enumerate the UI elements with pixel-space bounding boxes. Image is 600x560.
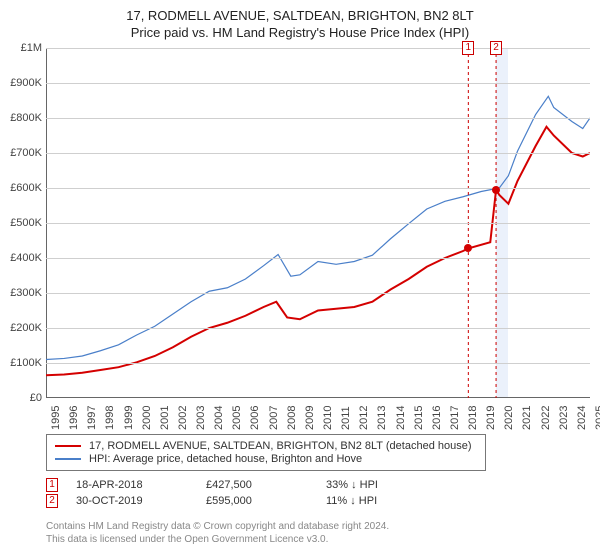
plot-area: 12 <box>46 48 590 398</box>
x-tick-label: 2011 <box>340 406 352 430</box>
y-tick-label: £900K <box>2 77 42 89</box>
x-tick-label: 2017 <box>449 406 461 430</box>
x-tick-label: 2005 <box>231 406 243 430</box>
gridline <box>46 328 590 329</box>
gridline <box>46 258 590 259</box>
x-tick-label: 1996 <box>68 406 80 430</box>
event-row: 2 30-OCT-2019£595,00011% ↓ HPI <box>46 494 576 508</box>
marker-box: 1 <box>462 41 474 55</box>
data-point-dot <box>464 244 472 252</box>
x-tick-label: 2022 <box>540 406 552 430</box>
y-tick-label: £0 <box>2 392 42 404</box>
x-tick-label: 2015 <box>413 406 425 430</box>
event-marker: 1 <box>46 478 58 492</box>
gridline <box>46 48 590 49</box>
y-tick-label: £100K <box>2 357 42 369</box>
legend-label: HPI: Average price, detached house, Brig… <box>89 453 362 465</box>
event-row: 1 18-APR-2018£427,50033% ↓ HPI <box>46 478 576 492</box>
x-tick-label: 2007 <box>268 406 280 430</box>
x-tick-label: 2024 <box>576 406 588 430</box>
gridline <box>46 293 590 294</box>
gridline <box>46 83 590 84</box>
legend-row: HPI: Average price, detached house, Brig… <box>55 453 477 465</box>
y-tick-label: £300K <box>2 287 42 299</box>
series-line <box>46 96 590 359</box>
data-point-dot <box>492 186 500 194</box>
x-tick-label: 2010 <box>322 406 334 430</box>
x-tick-label: 2008 <box>286 406 298 430</box>
y-tick-label: £700K <box>2 147 42 159</box>
y-tick-label: £800K <box>2 112 42 124</box>
y-tick-label: £200K <box>2 322 42 334</box>
x-tick-label: 2025 <box>594 406 600 430</box>
marker-box: 2 <box>490 41 502 55</box>
x-tick-label: 1998 <box>104 406 116 430</box>
x-tick-label: 1995 <box>50 406 62 430</box>
legend-row: 17, RODMELL AVENUE, SALTDEAN, BRIGHTON, … <box>55 440 477 452</box>
x-tick-label: 2019 <box>485 406 497 430</box>
y-tick-label: £1M <box>2 42 42 54</box>
x-tick-label: 2002 <box>177 406 189 430</box>
x-tick-label: 2013 <box>376 406 388 430</box>
gridline <box>46 363 590 364</box>
x-tick-label: 2006 <box>249 406 261 430</box>
events-table: 1 18-APR-2018£427,50033% ↓ HPI 2 30-OCT-201… <box>46 476 576 510</box>
footer-line-2: This data is licensed under the Open Gov… <box>46 533 576 546</box>
event-diff: 11% ↓ HPI <box>326 495 446 507</box>
x-tick-label: 2020 <box>503 406 515 430</box>
x-tick-label: 2009 <box>304 406 316 430</box>
x-tick-label: 2003 <box>195 406 207 430</box>
gridline <box>46 223 590 224</box>
legend-swatch <box>55 445 81 447</box>
x-tick-label: 2000 <box>141 406 153 430</box>
event-price: £427,500 <box>206 479 326 491</box>
footer: Contains HM Land Registry data © Crown c… <box>46 520 576 546</box>
x-tick-label: 1997 <box>86 406 98 430</box>
x-tick-label: 2023 <box>558 406 570 430</box>
chart-title: 17, RODMELL AVENUE, SALTDEAN, BRIGHTON, … <box>0 0 600 25</box>
event-date: 18-APR-2018 <box>76 479 206 491</box>
x-tick-label: 2004 <box>213 406 225 430</box>
x-tick-label: 2016 <box>431 406 443 430</box>
x-tick-label: 2018 <box>467 406 479 430</box>
legend-swatch <box>55 458 81 460</box>
x-tick-label: 2012 <box>358 406 370 430</box>
gridline <box>46 153 590 154</box>
y-tick-label: £600K <box>2 182 42 194</box>
x-tick-label: 2001 <box>159 406 171 430</box>
x-tick-label: 2014 <box>395 406 407 430</box>
footer-line-1: Contains HM Land Registry data © Crown c… <box>46 520 576 533</box>
legend: 17, RODMELL AVENUE, SALTDEAN, BRIGHTON, … <box>46 434 486 471</box>
event-diff: 33% ↓ HPI <box>326 479 446 491</box>
chart-subtitle: Price paid vs. HM Land Registry's House … <box>0 25 600 46</box>
event-price: £595,000 <box>206 495 326 507</box>
series-line <box>46 127 590 376</box>
x-tick-label: 1999 <box>123 406 135 430</box>
y-tick-label: £400K <box>2 252 42 264</box>
event-marker: 2 <box>46 494 58 508</box>
x-tick-label: 2021 <box>521 406 533 430</box>
y-tick-label: £500K <box>2 217 42 229</box>
legend-label: 17, RODMELL AVENUE, SALTDEAN, BRIGHTON, … <box>89 440 472 452</box>
event-date: 30-OCT-2019 <box>76 495 206 507</box>
chart-area: 12 <box>46 48 590 398</box>
gridline <box>46 118 590 119</box>
gridline <box>46 188 590 189</box>
